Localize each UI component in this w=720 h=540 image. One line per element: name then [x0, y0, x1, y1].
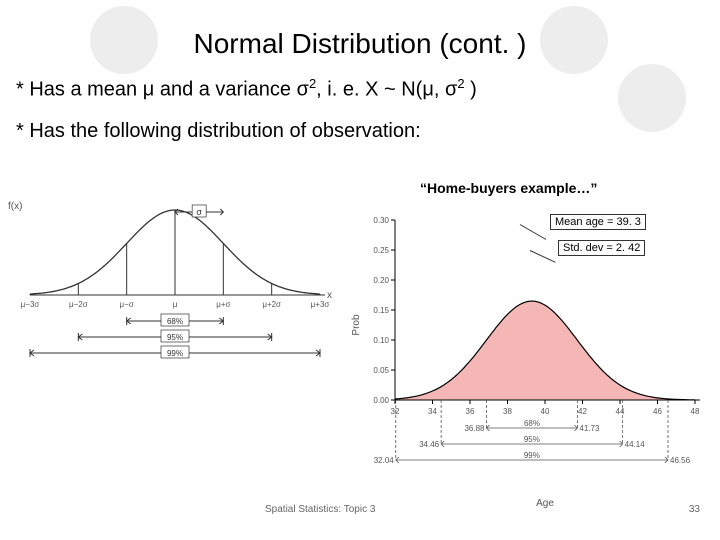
left-normal-chart: f(x) σ x μ−3σμ−2σμ−σμμ+σμ+2σμ+3σ 68%95%9… [0, 195, 335, 375]
footer-page: 33 [689, 504, 700, 515]
svg-text:46.56: 46.56 [670, 456, 691, 465]
svg-text:44: 44 [616, 407, 625, 416]
svg-text:32: 32 [391, 407, 400, 416]
svg-text:36.88: 36.88 [464, 424, 485, 433]
example-title: “Home-buyers example…” [420, 180, 597, 196]
svg-text:99%: 99% [167, 349, 183, 358]
svg-text:36: 36 [466, 407, 475, 416]
svg-text:σ: σ [196, 207, 202, 217]
svg-text:32.04: 32.04 [374, 456, 395, 465]
svg-text:68%: 68% [167, 317, 183, 326]
callout-sd: Std. dev = 2. 42 [558, 240, 645, 256]
svg-text:0.25: 0.25 [373, 246, 389, 255]
svg-text:95%: 95% [524, 435, 540, 444]
bullet-1: * Has a mean μ and a variance σ2, i. e. … [16, 76, 477, 102]
right-normal-chart: 0.30 0.25 0.20 0.15 0.10 0.05 0.00 32 34 36 38 40 4… [345, 210, 715, 510]
callout-mean: Mean age = 39. 3 [550, 214, 646, 230]
bell-fill [395, 301, 695, 400]
svg-text:38: 38 [503, 407, 512, 416]
svg-text:40: 40 [541, 407, 550, 416]
svg-text:μ−σ: μ−σ [120, 300, 134, 309]
svg-text:μ+σ: μ+σ [216, 300, 230, 309]
svg-text:34.46: 34.46 [419, 440, 440, 449]
svg-text:μ−2σ: μ−2σ [69, 300, 88, 309]
svg-text:68%: 68% [524, 419, 540, 428]
svg-text:0.05: 0.05 [373, 366, 389, 375]
svg-text:0.30: 0.30 [373, 216, 389, 225]
ylabel: f(x) [8, 201, 22, 212]
svg-text:0.10: 0.10 [373, 336, 389, 345]
svg-text:0.15: 0.15 [373, 306, 389, 315]
svg-text:Age: Age [536, 498, 554, 509]
svg-text:95%: 95% [167, 333, 183, 342]
svg-text:Prob: Prob [351, 314, 362, 336]
svg-text:34: 34 [428, 407, 437, 416]
svg-text:44.14: 44.14 [625, 440, 646, 449]
svg-text:46: 46 [653, 407, 662, 416]
bullet-2: * Has the following distribution of obse… [16, 120, 421, 143]
svg-text:μ+3σ: μ+3σ [311, 300, 330, 309]
svg-text:48: 48 [691, 407, 700, 416]
svg-text:μ−3σ: μ−3σ [21, 300, 40, 309]
svg-text:0.00: 0.00 [373, 396, 389, 405]
footer-topic: Spatial Statistics: Topic 3 [265, 504, 375, 515]
slide-title: Normal Distribution (cont. ) [0, 28, 720, 60]
svg-text:μ: μ [173, 300, 178, 309]
svg-text:0.20: 0.20 [373, 276, 389, 285]
deco-circle [618, 64, 686, 132]
svg-text:μ+2σ: μ+2σ [262, 300, 281, 309]
svg-text:41.73: 41.73 [579, 424, 600, 433]
svg-text:99%: 99% [524, 451, 540, 460]
svg-text:42: 42 [578, 407, 587, 416]
